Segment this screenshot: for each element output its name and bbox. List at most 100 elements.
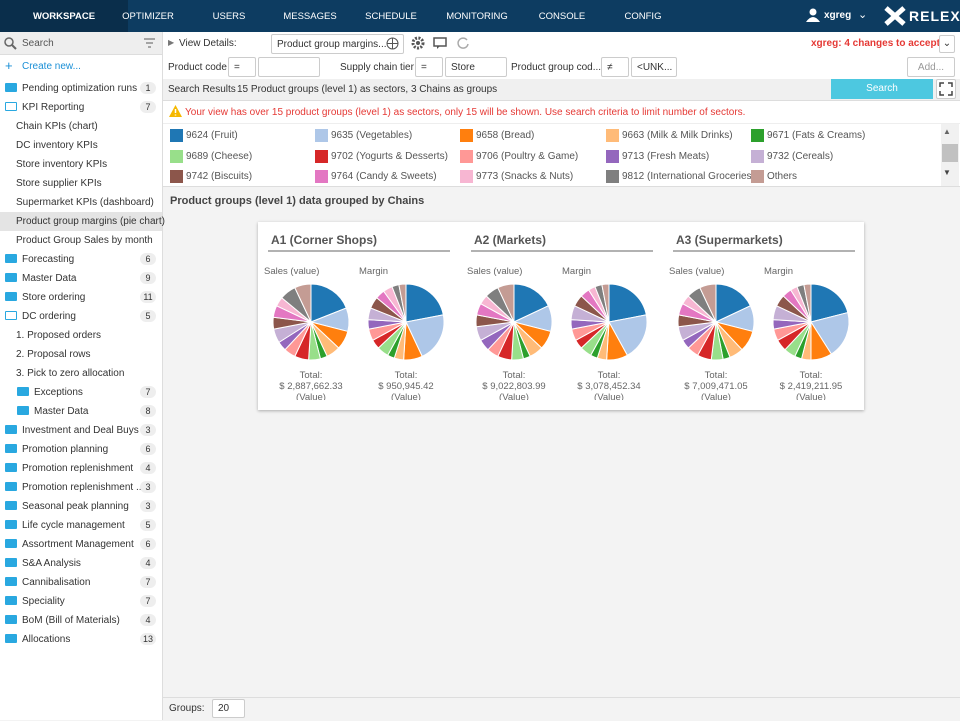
- pie-slice: [601, 283, 610, 323]
- scrollbar[interactable]: ▲ ▼: [941, 124, 959, 186]
- tree-item[interactable]: S&A Analysis: [22, 558, 81, 569]
- pie-total: $ 9,022,803.99: [482, 381, 545, 392]
- tree-count: 13: [140, 633, 156, 645]
- search-icon: [4, 37, 17, 50]
- tree-count: 3: [140, 424, 156, 436]
- tree-item[interactable]: Master Data: [22, 273, 77, 284]
- tree-item[interactable]: Promotion replenishment: [22, 463, 134, 474]
- filter-operator[interactable]: ≠ ⌄: [601, 57, 629, 77]
- tree-leaf[interactable]: Store supplier KPIs: [16, 178, 102, 189]
- pie-label: Sales (value): [669, 266, 724, 277]
- tree-item[interactable]: Assortment Management: [22, 539, 134, 550]
- tree-item[interactable]: Forecasting: [22, 254, 75, 265]
- tree-item[interactable]: Master Data: [34, 406, 89, 417]
- tree-item[interactable]: Cannibalisation: [22, 577, 91, 588]
- folder-icon: [17, 406, 29, 415]
- tree-leaf[interactable]: Product Group Sales by month: [16, 235, 153, 246]
- groups-value: 20: [218, 703, 230, 714]
- filter-value[interactable]: [258, 57, 320, 77]
- tree-item[interactable]: Promotion planning: [22, 444, 109, 455]
- folder-open-icon: [5, 311, 17, 320]
- nav-tab[interactable]: CONSOLE: [538, 11, 586, 22]
- selected-row: [0, 212, 162, 231]
- tree-item[interactable]: Life cycle management: [22, 520, 125, 531]
- pie-total: (Value): [391, 392, 421, 403]
- tree-count: 1: [140, 82, 156, 94]
- filter-label: Supply chain tier: [340, 62, 414, 73]
- filter-operator[interactable]: = ⌄: [415, 57, 443, 77]
- pie-total: $ 7,009,471.05: [684, 381, 747, 392]
- tree-leaf[interactable]: Chain KPIs (chart): [16, 121, 98, 132]
- tree-leaf[interactable]: DC inventory KPIs: [16, 140, 98, 151]
- nav-tab[interactable]: WORKSPACE: [32, 11, 96, 22]
- sidebar-search[interactable]: [0, 32, 162, 55]
- expand-arrow[interactable]: ▶: [168, 38, 175, 47]
- nav-tab[interactable]: MESSAGES: [283, 11, 337, 22]
- groups-select[interactable]: 20 ⌄: [212, 699, 245, 718]
- pie-slice: [608, 283, 647, 323]
- legend-swatch: [751, 129, 764, 142]
- tree-leaf[interactable]: Product group margins (pie chart): [16, 216, 165, 227]
- refresh-icon[interactable]: [456, 36, 470, 50]
- search-button[interactable]: Search: [831, 79, 933, 99]
- tree-leaf[interactable]: 1. Proposed orders: [16, 330, 102, 341]
- nav-tab[interactable]: OPTIMIZER: [122, 11, 174, 22]
- top-bar: [0, 0, 960, 32]
- warning-icon: [169, 105, 182, 117]
- settings-icon[interactable]: [411, 36, 425, 50]
- nav-tab[interactable]: USERS: [212, 11, 246, 22]
- nav-tab[interactable]: SCHEDULE: [365, 11, 417, 22]
- pie-total: (Value): [796, 392, 826, 403]
- plus-icon: +: [5, 58, 13, 73]
- tree-leaf[interactable]: Store inventory KPIs: [16, 159, 108, 170]
- folder-icon: [5, 577, 17, 586]
- changes-dropdown[interactable]: ⌄: [939, 35, 955, 53]
- legend-swatch: [460, 129, 473, 142]
- pending-changes[interactable]: xgreg: 4 changes to accept >: [811, 38, 949, 49]
- add-filter[interactable]: Add...: [907, 57, 955, 77]
- pie-label: Margin: [764, 266, 793, 277]
- legend-label: 9658 (Bread): [476, 130, 535, 141]
- legend-label: Others: [767, 171, 798, 182]
- folder-icon: [17, 387, 29, 396]
- fullscreen-button[interactable]: [936, 79, 956, 99]
- tree-leaf[interactable]: 2. Proposal rows: [16, 349, 91, 360]
- filter-operator[interactable]: = ⌄: [228, 57, 256, 77]
- tree-item[interactable]: Investment and Deal Buys: [22, 425, 139, 436]
- nav-tab[interactable]: CONFIG: [624, 11, 662, 22]
- tree-item[interactable]: BoM (Bill of Materials): [22, 615, 120, 626]
- tree-count: 6: [140, 538, 156, 550]
- tree-item[interactable]: Promotion replenishment ...: [22, 482, 145, 493]
- pie-slice: [398, 283, 407, 323]
- pie-label: Sales (value): [264, 266, 319, 277]
- warning-bar: [163, 101, 960, 124]
- tree-item[interactable]: Store ordering: [22, 292, 86, 303]
- group-title: A3 (Supermarkets): [676, 233, 783, 247]
- comment-icon[interactable]: [433, 36, 447, 50]
- filter-value[interactable]: Store: [445, 57, 507, 77]
- tree-item[interactable]: Pending optimization runs: [22, 83, 138, 94]
- legend-swatch: [751, 170, 764, 183]
- pie-slice: [405, 314, 445, 358]
- view-name[interactable]: Product group margins...: [271, 34, 404, 54]
- filter-label: Product code: [168, 62, 227, 73]
- legend-swatch: [460, 149, 473, 163]
- create-new[interactable]: Create new...: [22, 61, 81, 72]
- tree-item[interactable]: Exceptions: [34, 387, 83, 398]
- filter-value[interactable]: <UNK...: [631, 57, 677, 77]
- tree-leaf[interactable]: 3. Pick to zero allocation: [16, 368, 125, 379]
- pie-label: Margin: [562, 266, 591, 277]
- tree-count: 7: [140, 386, 156, 398]
- tree-leaf[interactable]: Supermarket KPIs (dashboard): [16, 197, 154, 208]
- pie-slice: [405, 283, 444, 323]
- tree-item[interactable]: Allocations: [22, 634, 71, 645]
- tree-item[interactable]: KPI Reporting: [22, 102, 85, 113]
- user-name[interactable]: xgreg: [824, 10, 852, 21]
- nav-tab[interactable]: MONITORING: [446, 11, 508, 22]
- folder-open-icon: [5, 102, 17, 111]
- filter-icon[interactable]: [144, 38, 155, 48]
- tree-item[interactable]: Seasonal peak planning: [22, 501, 129, 512]
- pie-label: Margin: [359, 266, 388, 277]
- tree-item[interactable]: Speciality: [22, 596, 65, 607]
- tree-item[interactable]: DC ordering: [22, 311, 76, 322]
